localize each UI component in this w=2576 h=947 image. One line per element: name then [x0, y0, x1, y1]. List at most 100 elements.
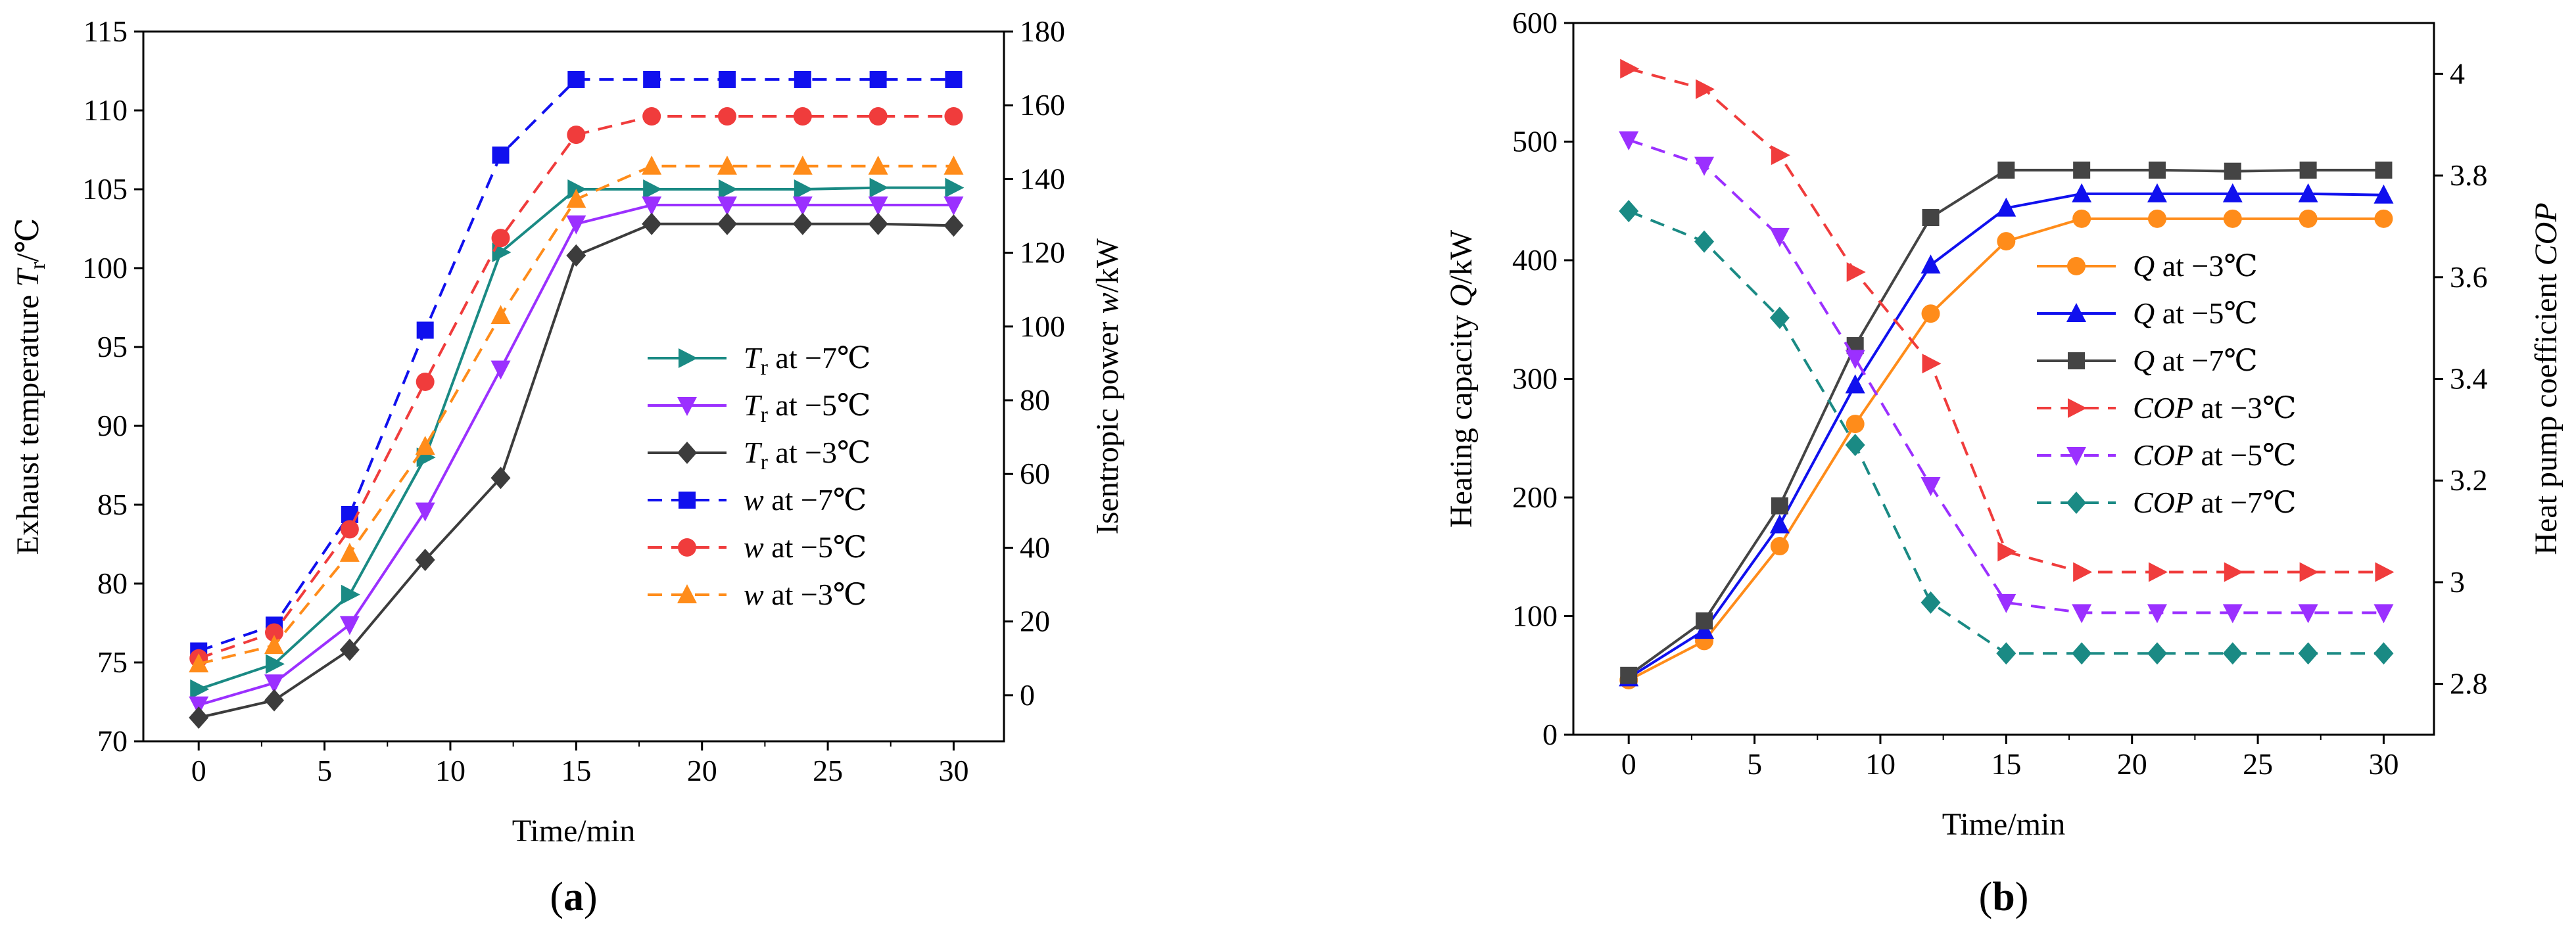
data-point — [1769, 514, 1790, 534]
data-point — [868, 196, 888, 216]
legend-label: Tr at −3℃ — [744, 436, 871, 474]
data-point — [2375, 161, 2393, 179]
data-point — [869, 177, 889, 198]
x-tick-label: 30 — [2368, 747, 2398, 781]
y-right-tick-label: 120 — [1020, 236, 1065, 269]
y-left-tick-label: 600 — [1512, 6, 1558, 39]
x-tick-label: 0 — [1621, 747, 1636, 781]
x-tick-label: 5 — [317, 754, 332, 787]
legend-marker — [2068, 398, 2087, 418]
y-right-tick-label: 4 — [2450, 57, 2465, 90]
series-line — [1628, 210, 2384, 655]
data-point — [1920, 254, 1941, 274]
data-point — [2072, 642, 2092, 665]
y-right-tick-label: 20 — [1020, 605, 1050, 638]
x-tick-label: 20 — [687, 754, 717, 787]
data-point — [2299, 209, 2318, 228]
legend: Tr at −7℃ Tr at −5℃ Tr at −3℃ w at −7℃ w at … — [648, 341, 871, 611]
x-axis-label: Time/min — [512, 814, 636, 848]
legend-marker — [2066, 447, 2086, 466]
data-point — [1619, 200, 1639, 223]
y-right-tick-label: 3.6 — [2450, 260, 2488, 294]
data-point — [2373, 184, 2394, 204]
x-tick-label: 20 — [2117, 747, 2147, 781]
data-point — [566, 215, 586, 235]
data-point — [1846, 415, 1865, 434]
series-a-3 — [190, 70, 963, 660]
data-point — [2072, 209, 2091, 228]
series-a-1 — [189, 196, 964, 716]
data-point — [792, 155, 813, 175]
data-point — [1619, 131, 1639, 150]
data-point — [2147, 209, 2166, 228]
data-point — [189, 706, 209, 729]
data-point — [1845, 434, 1865, 457]
data-point — [718, 179, 738, 199]
data-point — [2374, 209, 2393, 228]
data-point — [1696, 79, 1715, 99]
data-point — [1769, 227, 1790, 247]
y-right-tick-label: 3 — [2450, 565, 2465, 599]
y-right-axis-label: Heat pump coefficient COP — [2529, 202, 2564, 555]
data-point — [266, 654, 285, 674]
y-left-tick-label: 200 — [1512, 480, 1558, 514]
y-left-tick-label: 85 — [97, 488, 128, 521]
data-point — [2222, 604, 2243, 624]
data-point — [794, 70, 811, 88]
data-point — [567, 179, 587, 199]
legend-label: Q at −3℃ — [2133, 249, 2258, 283]
data-point — [1921, 304, 1940, 323]
data-point — [264, 635, 285, 655]
data-point — [869, 70, 887, 88]
chart-panel-b: 0 5 10 15 20 25 3001002003004005006002.833.23.… — [1444, 6, 2564, 919]
y-left-tick-label: 80 — [97, 566, 128, 600]
legend-label: w at −3℃ — [744, 578, 867, 611]
y-left-tick-label: 400 — [1512, 243, 1558, 277]
data-point — [265, 623, 284, 642]
data-point — [339, 638, 360, 661]
y-left-tick-label: 500 — [1512, 125, 1558, 158]
y-left-tick-label: 90 — [97, 409, 128, 442]
data-point — [1845, 374, 1865, 394]
data-point — [794, 179, 813, 199]
x-axis-label: Time/min — [1942, 807, 2066, 842]
series-b-5 — [1619, 200, 2394, 665]
data-point — [2299, 161, 2317, 179]
data-point — [2222, 183, 2243, 202]
legend-marker — [678, 538, 696, 557]
data-point — [2148, 562, 2168, 582]
legend-marker — [2066, 303, 2086, 322]
y-right-axis-label: Isentropic power w/kW — [1090, 238, 1125, 534]
data-point — [2073, 161, 2091, 179]
data-point — [2148, 161, 2166, 179]
data-point — [1920, 591, 1941, 614]
legend: Q at −3℃ Q at −5℃ Q at −7℃ COP at −3℃ COP at… — [2037, 249, 2297, 519]
x-tick-label: 15 — [561, 754, 591, 787]
y-left-tick-label: 100 — [82, 251, 128, 285]
data-point — [2298, 642, 2318, 665]
y-right-tick-label: 3.4 — [2450, 362, 2488, 396]
y-left-tick-label: 0 — [1542, 718, 1558, 751]
x-tick-label: 0 — [191, 754, 206, 787]
panel-caption: (a) — [550, 875, 597, 919]
data-point — [945, 70, 963, 88]
data-point — [264, 674, 285, 694]
data-point — [2299, 562, 2319, 582]
x-tick-label: 25 — [813, 754, 843, 787]
data-point — [1770, 537, 1789, 556]
data-point — [1769, 306, 1790, 329]
y-left-tick-label: 100 — [1512, 599, 1558, 633]
y-left-tick-label: 75 — [97, 645, 128, 679]
data-point — [1922, 354, 1942, 374]
data-point — [1996, 642, 2016, 665]
series-a-2 — [189, 212, 964, 729]
legend-marker — [677, 584, 697, 603]
y-left-tick-label: 300 — [1512, 362, 1558, 396]
panel-caption: (b) — [1979, 875, 2029, 919]
data-point — [717, 212, 737, 235]
y-right-tick-label: 160 — [1020, 88, 1065, 122]
data-point — [1846, 262, 1866, 283]
data-point — [492, 146, 510, 164]
legend-label: Tr at −7℃ — [744, 341, 871, 380]
